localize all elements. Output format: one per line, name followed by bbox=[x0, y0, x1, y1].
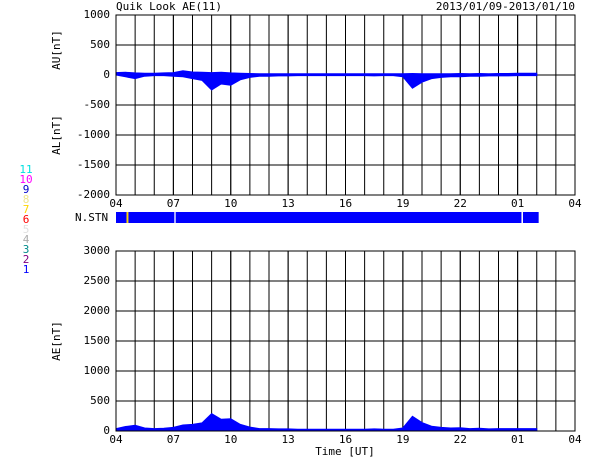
y-tick-label: -500 bbox=[84, 98, 111, 111]
station-segment bbox=[175, 212, 522, 223]
legend-label: 3 bbox=[23, 243, 30, 256]
date-range: 2013/01/09-2013/01/10 bbox=[436, 0, 575, 13]
x-tick-label: 16 bbox=[339, 433, 352, 446]
y-axis-label: AL[nT] bbox=[50, 115, 63, 155]
y-tick-label: 1000 bbox=[84, 8, 111, 21]
x-tick-label: 04 bbox=[568, 197, 582, 210]
x-tick-label: 16 bbox=[339, 197, 352, 210]
x-tick-label: 10 bbox=[224, 197, 237, 210]
legend-label: 9 bbox=[23, 183, 30, 196]
x-axis-label: Time [UT] bbox=[315, 445, 375, 458]
x-tick-label: 04 bbox=[109, 197, 123, 210]
x-tick-label: 07 bbox=[167, 433, 180, 446]
legend-label: 6 bbox=[23, 213, 30, 226]
x-tick-label: 13 bbox=[282, 197, 295, 210]
x-tick-label: 04 bbox=[109, 433, 123, 446]
y-tick-label: 2000 bbox=[84, 304, 111, 317]
y-axis-label: AE[nT] bbox=[50, 321, 63, 361]
legend-label: 7 bbox=[23, 203, 30, 216]
station-segment bbox=[116, 212, 127, 223]
legend-label: 8 bbox=[23, 193, 30, 206]
x-tick-label: 04 bbox=[568, 433, 582, 446]
y-tick-label: -1000 bbox=[77, 128, 110, 141]
legend-label: 2 bbox=[23, 253, 30, 266]
station-segment bbox=[522, 212, 539, 223]
y-tick-label: 0 bbox=[103, 68, 110, 81]
area bbox=[115, 74, 538, 91]
x-tick-label: 01 bbox=[511, 433, 524, 446]
x-tick-label: 13 bbox=[282, 433, 295, 446]
chart-title: Quik Look AE(11) bbox=[116, 0, 222, 13]
x-tick-label: 19 bbox=[396, 197, 409, 210]
plot-frame bbox=[115, 14, 576, 196]
y-tick-label: 1000 bbox=[84, 364, 111, 377]
y-tick-label: -2000 bbox=[77, 188, 110, 201]
x-tick-label: 19 bbox=[396, 433, 409, 446]
y-tick-label: 1500 bbox=[84, 334, 111, 347]
plot-frame bbox=[115, 250, 576, 432]
area bbox=[115, 412, 538, 432]
y-tick-label: -1500 bbox=[77, 158, 110, 171]
legend-label: 4 bbox=[23, 233, 30, 246]
legend-label: 5 bbox=[23, 223, 30, 236]
y-tick-label: 500 bbox=[90, 38, 110, 51]
x-tick-label: 22 bbox=[454, 197, 467, 210]
x-tick-label: 07 bbox=[167, 197, 180, 210]
y-tick-label: 500 bbox=[90, 394, 110, 407]
legend-label: 11 bbox=[19, 163, 32, 176]
station-segment bbox=[128, 212, 175, 223]
y-axis-label: AU[nT] bbox=[50, 30, 63, 70]
y-tick-label: 0 bbox=[103, 424, 110, 437]
strip-label: N.STN bbox=[75, 211, 108, 224]
station-segment bbox=[126, 212, 129, 223]
legend-label: 1 bbox=[23, 263, 30, 276]
y-tick-label: 3000 bbox=[84, 244, 111, 257]
y-tick-label: 2500 bbox=[84, 274, 111, 287]
x-tick-label: 10 bbox=[224, 433, 237, 446]
legend-label: 10 bbox=[19, 173, 32, 186]
x-tick-label: 22 bbox=[454, 433, 467, 446]
area bbox=[115, 70, 538, 76]
x-tick-label: 01 bbox=[511, 197, 524, 210]
